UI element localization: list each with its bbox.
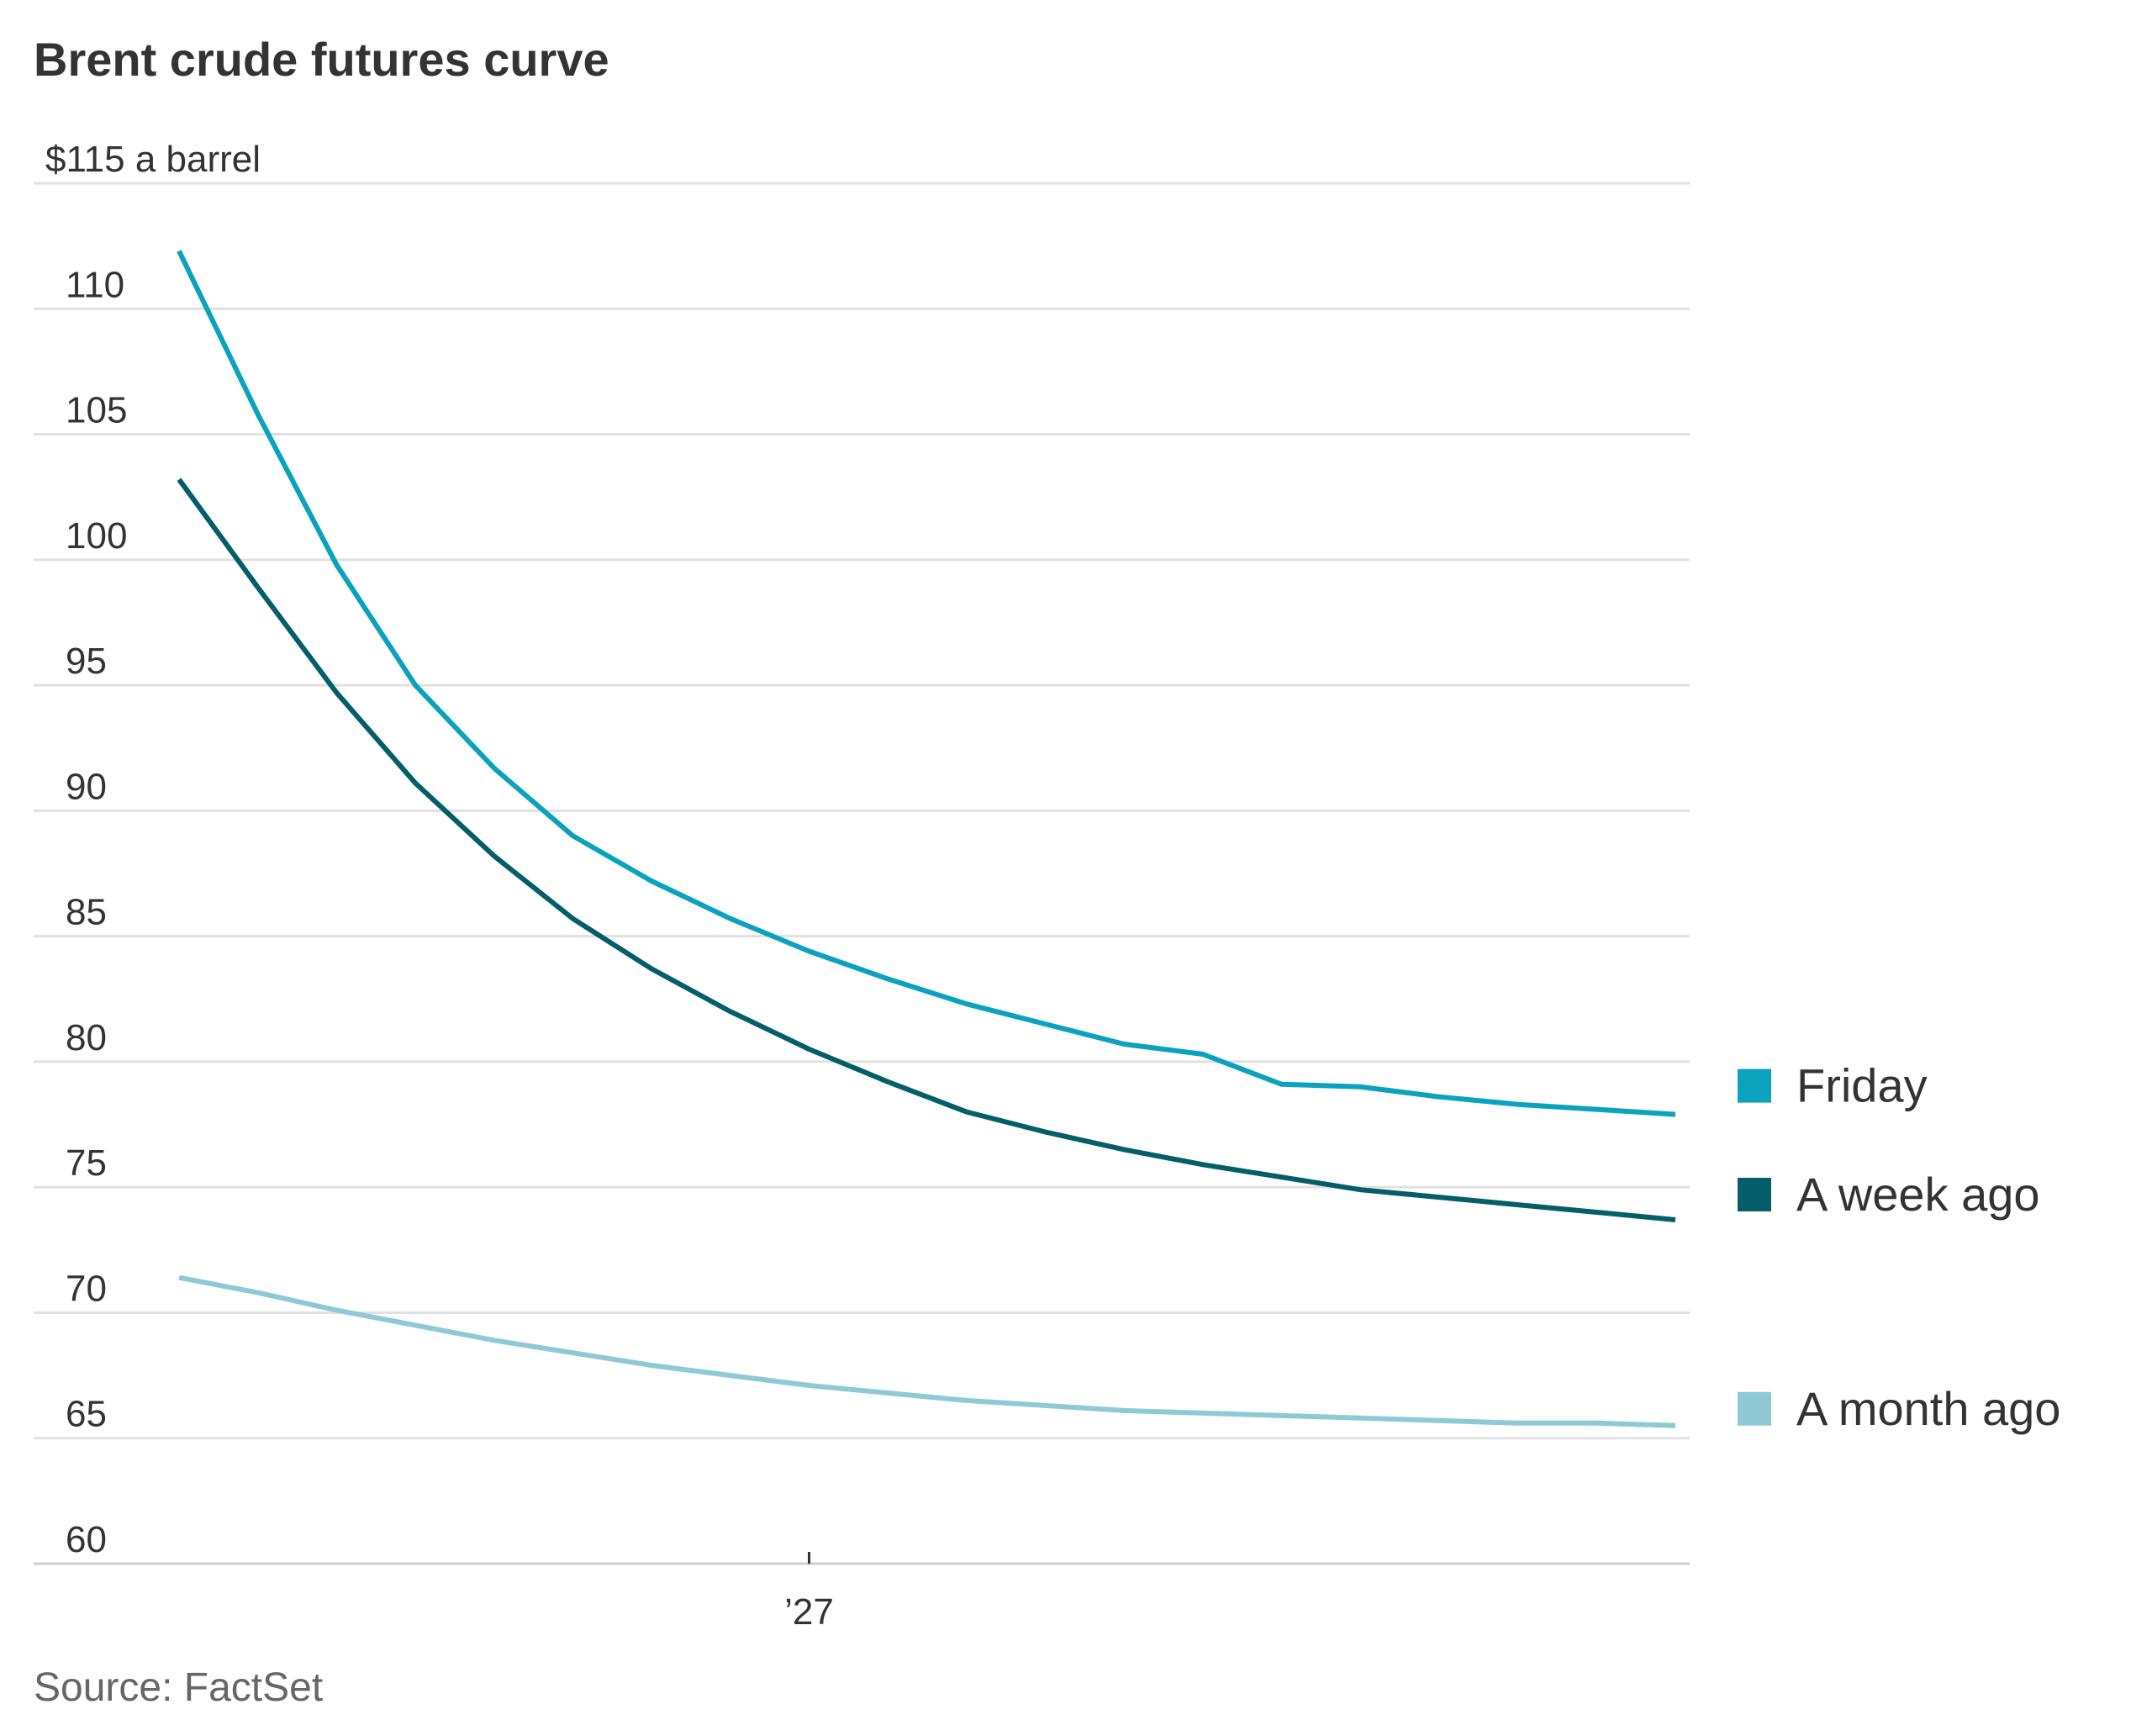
- y-tick-label-70: 70: [66, 1268, 107, 1309]
- legend-swatch-a-month-ago: [1738, 1391, 1771, 1426]
- y-tick-label-100: 100: [66, 515, 127, 557]
- legend-label-friday: Friday: [1796, 1059, 1928, 1112]
- x-axis: ’27: [784, 1552, 834, 1633]
- legend-label-a-week-ago: A week ago: [1796, 1168, 2040, 1221]
- series-line-a-month-ago: [178, 1274, 1676, 1428]
- y-tick-label-105: 105: [66, 390, 127, 431]
- series-line-a-week-ago: [177, 478, 1676, 1222]
- y-tick-label-95: 95: [66, 641, 107, 682]
- y-tick-label-85: 85: [66, 892, 107, 933]
- y-tick-label-75: 75: [66, 1142, 107, 1184]
- y-tick-label-60: 60: [66, 1519, 107, 1560]
- chart-title: Brent crude futures curve: [34, 33, 609, 86]
- grid-layer: [34, 182, 1690, 1565]
- source-note: Source: FactSet: [34, 1665, 324, 1710]
- y-tick-label-110: 110: [66, 264, 124, 305]
- x-tick-label: ’27: [784, 1591, 834, 1633]
- y-tick-labels: 60 65 70 75 80 85 90 95 100 105 110 $115 a barrel: [45, 139, 261, 1560]
- legend: Friday A week ago A month ago: [1738, 1059, 2060, 1435]
- legend-label-a-month-ago: A month ago: [1796, 1382, 2060, 1435]
- y-tick-label-115: $115 a barrel: [45, 139, 261, 180]
- legend-swatch-a-week-ago: [1738, 1177, 1771, 1211]
- y-tick-label-65: 65: [66, 1394, 107, 1435]
- y-tick-label-90: 90: [66, 766, 107, 807]
- series-line-friday: [177, 250, 1676, 1117]
- series-lines: [177, 250, 1676, 1428]
- legend-swatch-friday: [1738, 1069, 1771, 1103]
- y-tick-label-80: 80: [66, 1017, 107, 1058]
